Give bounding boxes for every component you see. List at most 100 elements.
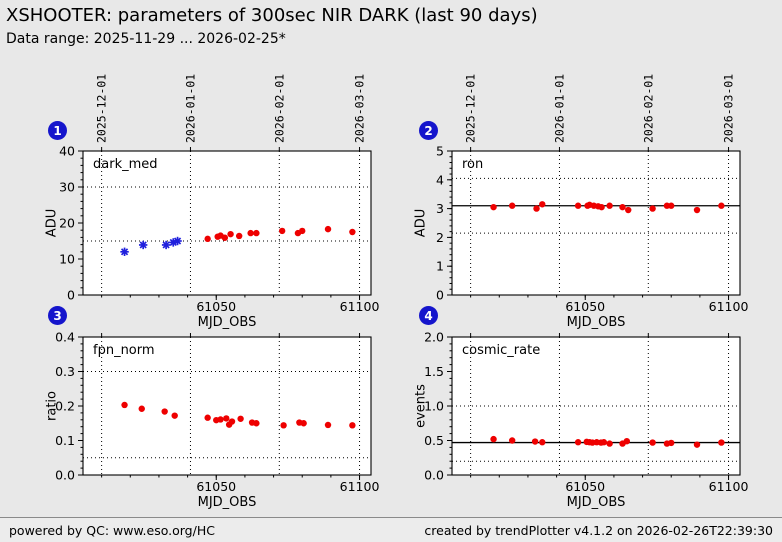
data-point: [228, 418, 236, 425]
footer-created-by: created by trendPlotter v4.1.2 on 2026-0…: [424, 522, 773, 538]
y-tick-label: 2.0: [424, 330, 444, 345]
x-tick-label: 61100: [340, 299, 380, 314]
data-point: [223, 415, 230, 422]
data-point: [349, 422, 356, 429]
data-point: [235, 232, 243, 240]
data-point: [253, 420, 260, 427]
data-point: [619, 203, 626, 211]
plot-background: [83, 337, 371, 475]
data-point: [718, 202, 725, 209]
data-point: [121, 401, 128, 409]
x-tick-label: 61050: [565, 299, 605, 314]
series-current: [490, 435, 725, 448]
parameter-label: fpn_norm: [93, 343, 155, 358]
data-point: [693, 206, 701, 214]
x-tick-label: 61050: [196, 299, 236, 314]
data-point: [280, 422, 287, 429]
data-point: [171, 412, 178, 419]
x-axis-label: MJD_OBS: [567, 495, 626, 510]
date-tick-label: 2025-12-01: [464, 74, 478, 143]
data-point: [138, 405, 145, 412]
data-point: [204, 414, 211, 421]
plot-2-badge[interactable]: 2: [419, 121, 438, 140]
date-tick-label: 2026-03-01: [353, 74, 367, 143]
data-point: [349, 228, 356, 236]
data-point: [693, 441, 701, 448]
x-axis-label: MJD_OBS: [198, 495, 257, 510]
data-point: [237, 415, 244, 422]
y-tick-label: 0.4: [55, 330, 75, 345]
x-tick-label: 61100: [340, 479, 380, 494]
data-point: [227, 230, 234, 238]
data-point: [606, 440, 613, 447]
y-tick-label: 0: [436, 288, 444, 303]
x-tick-label: 61050: [565, 479, 605, 494]
data-point: [598, 203, 605, 211]
data-point: [221, 234, 229, 241]
data-point: [668, 439, 675, 447]
y-tick-label: 10: [59, 252, 75, 267]
y-tick-label: 0.3: [55, 364, 75, 379]
y-tick-label: 1: [436, 259, 444, 274]
data-point: [217, 416, 224, 423]
data-point: [120, 247, 129, 256]
date-tick-label: 2026-01-01: [552, 74, 566, 143]
data-point: [324, 225, 332, 233]
plot-cosmic_rate: 61050 61100 0.0 0.5 1.0 1.5 2.0 cosmic_rate MJD_…: [414, 330, 749, 511]
data-range-subtitle: Data range: 2025-11-29 ... 2026-02-25*: [6, 31, 286, 47]
data-point: [173, 236, 182, 246]
plot-frame: [82, 336, 372, 476]
plot-1-badge[interactable]: 1: [48, 121, 67, 140]
data-point: [668, 202, 675, 209]
plot-frame: [451, 150, 741, 296]
series-current: [490, 201, 725, 214]
y-tick-label: 3: [436, 201, 444, 216]
y-axis-label: ADU: [414, 209, 429, 237]
date-tick-label: 2026-03-01: [722, 74, 736, 143]
x-tick-label: 61050: [196, 479, 236, 494]
data-point: [600, 439, 608, 446]
data-point: [300, 420, 307, 427]
parameter-label: ron: [462, 157, 483, 172]
y-tick-label: 4: [436, 172, 444, 187]
data-point: [247, 229, 254, 237]
plot-background: [83, 151, 371, 295]
y-axis-label: ADU: [45, 209, 60, 237]
y-tick-label: 0.1: [55, 433, 75, 448]
data-point: [531, 438, 539, 445]
y-tick-label: 40: [59, 144, 75, 159]
parameter-label: dark_med: [93, 157, 158, 172]
series-current: [121, 401, 356, 429]
data-point: [508, 437, 516, 444]
y-tick-label: 0: [67, 288, 75, 303]
plot-dark_med: 2025-12-01 2026-01-01 2026-02-01 2026-03-01…: [45, 74, 380, 330]
plot-3-badge[interactable]: 3: [48, 306, 67, 325]
y-tick-label: 0.2: [55, 399, 75, 414]
data-point: [718, 439, 725, 446]
x-axis-label: MJD_OBS: [567, 315, 626, 330]
data-point: [161, 408, 168, 415]
date-tick-label: 2026-01-01: [183, 74, 197, 143]
data-point: [625, 206, 632, 214]
y-tick-label: 0.5: [424, 433, 444, 448]
data-point: [278, 227, 286, 235]
y-tick-label: 1.0: [424, 399, 444, 414]
data-point: [574, 202, 582, 209]
y-tick-label: 0.0: [424, 468, 444, 483]
data-point: [204, 235, 211, 243]
y-tick-label: 30: [59, 180, 75, 195]
data-point: [539, 439, 546, 446]
x-tick-label: 61100: [709, 479, 749, 494]
plot-4-badge[interactable]: 4: [419, 306, 438, 325]
y-tick-label: 2: [436, 230, 444, 245]
plot-fpn_norm: 61050 61100 0.0 0.1 0.2 0.3 0.4 fpn_norm MJD_OBS…: [45, 330, 380, 511]
date-tick-label: 2026-02-01: [272, 74, 286, 143]
series-current: [204, 225, 356, 243]
data-point: [533, 205, 540, 212]
plot-background: [452, 151, 740, 295]
parameter-label: cosmic_rate: [462, 343, 540, 358]
plot-frame: [82, 150, 372, 296]
x-axis-label: MJD_OBS: [198, 315, 257, 330]
